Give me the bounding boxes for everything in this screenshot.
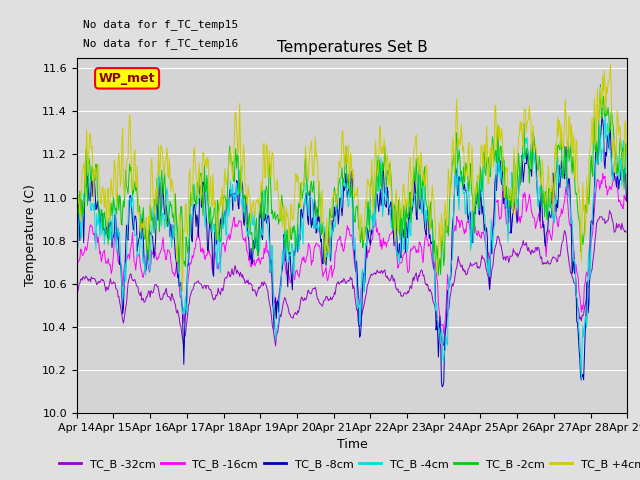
Text: No data for f_TC_temp15: No data for f_TC_temp15 [83,19,239,30]
Text: WP_met: WP_met [99,72,156,85]
Title: Temperatures Set B: Temperatures Set B [276,40,428,55]
Text: No data for f_TC_temp16: No data for f_TC_temp16 [83,38,239,49]
X-axis label: Time: Time [337,438,367,451]
Y-axis label: Temperature (C): Temperature (C) [24,184,36,286]
Legend: TC_B -32cm, TC_B -16cm, TC_B -8cm, TC_B -4cm, TC_B -2cm, TC_B +4cm: TC_B -32cm, TC_B -16cm, TC_B -8cm, TC_B … [54,455,640,475]
